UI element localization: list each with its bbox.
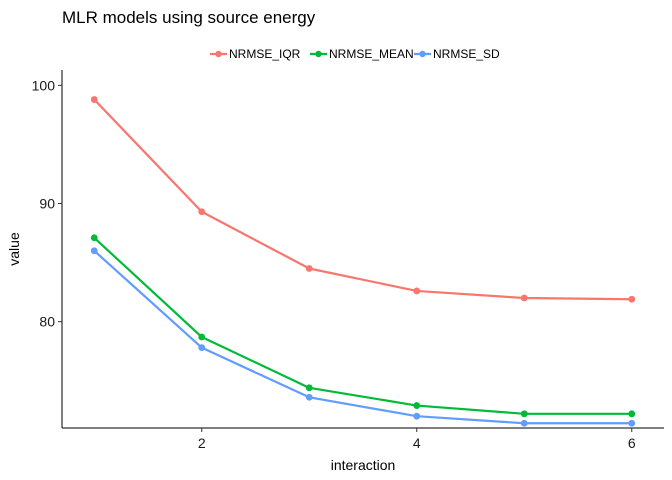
data-point xyxy=(520,419,528,427)
x-tick-label: 6 xyxy=(628,435,636,451)
data-point xyxy=(413,412,421,420)
data-point xyxy=(413,402,421,409)
legend-label: NRMSE_MEAN xyxy=(329,47,414,61)
y-axis-title: value xyxy=(6,232,22,266)
y-tick-label: 80 xyxy=(39,314,55,330)
y-tick-label: 90 xyxy=(39,196,55,212)
series-line xyxy=(93,249,632,425)
chart-title: MLR models using source energy xyxy=(62,8,316,27)
data-point xyxy=(413,287,421,295)
y-tick-label: 100 xyxy=(32,77,56,93)
data-point xyxy=(305,384,313,392)
series-nrmse-mean xyxy=(90,234,636,418)
legend-item: NRMSE_MEAN xyxy=(310,47,414,61)
legend-label: NRMSE_IQR xyxy=(229,47,301,61)
data-point xyxy=(198,344,206,352)
data-point xyxy=(305,265,313,272)
data-point xyxy=(520,294,528,302)
legend-label: NRMSE_SD xyxy=(433,47,500,61)
series-line xyxy=(93,236,632,415)
data-point xyxy=(305,393,313,401)
x-axis-title: interaction xyxy=(331,457,396,473)
legend: NRMSE_IQR NRMSE_MEAN NRMSE_SD xyxy=(210,47,500,61)
legend-item: NRMSE_SD xyxy=(414,47,500,61)
data-point xyxy=(198,333,206,341)
plot-series xyxy=(90,96,636,427)
y-axis-ticks: 80 90 100 xyxy=(32,77,62,330)
x-axis-ticks: 2 4 6 xyxy=(198,428,636,451)
series-nrmse-sd xyxy=(90,247,636,427)
legend-key-point xyxy=(419,50,426,58)
data-point xyxy=(90,234,98,242)
series-nrmse-iqr xyxy=(90,96,636,303)
legend-key-point xyxy=(215,50,222,58)
data-point xyxy=(628,295,636,303)
legend-item: NRMSE_IQR xyxy=(210,47,301,61)
x-tick-label: 2 xyxy=(198,435,206,451)
data-point xyxy=(628,410,636,418)
x-tick-label: 4 xyxy=(413,435,421,451)
data-point xyxy=(198,208,206,216)
data-point xyxy=(520,410,528,418)
series-line xyxy=(93,98,632,301)
data-point xyxy=(90,247,98,255)
data-point xyxy=(90,96,98,103)
data-point xyxy=(628,419,636,427)
legend-key-point xyxy=(315,50,322,58)
